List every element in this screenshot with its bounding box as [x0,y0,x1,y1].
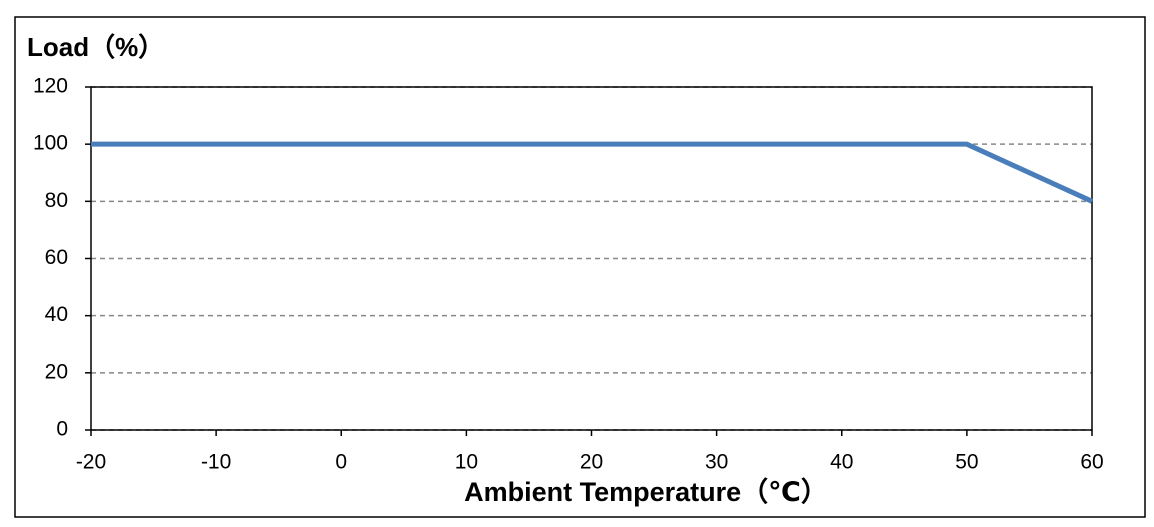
x-tick-label: 30 [705,451,728,474]
data-line [91,141,1094,204]
x-tick-label: 50 [955,451,978,474]
chart-border [14,16,1146,518]
y-tick-label: 20 [45,360,68,383]
x-axis-label: Ambient Temperature（℃） [464,477,828,507]
x-tick-label: 40 [830,451,853,474]
chart-title: Load（%） [27,32,164,62]
y-tick-label: 120 [33,75,68,98]
y-tick-label: 100 [33,132,68,155]
x-tick-label: -20 [76,451,106,474]
y-tick-label: 80 [45,189,68,212]
x-tick-label: 20 [580,451,603,474]
y-tick-label: 0 [56,418,68,441]
x-tick-label: -10 [201,451,231,474]
y-tick-label: 40 [45,303,68,326]
x-tick-label: 60 [1080,451,1103,474]
y-tick-label: 60 [45,246,68,269]
x-tick-label: 0 [335,451,347,474]
x-tick-label: 10 [455,451,478,474]
plot-frame [90,86,1093,431]
